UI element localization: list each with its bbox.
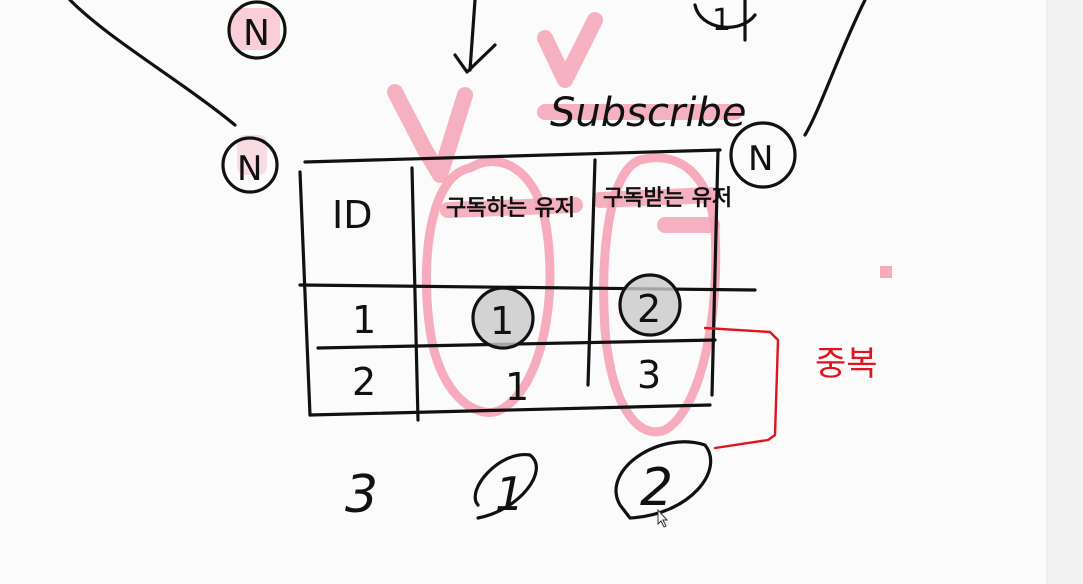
row2-subscriber: 1 <box>505 365 529 409</box>
extra-subscribed: 2 <box>640 458 673 518</box>
extra-id: 3 <box>345 465 378 525</box>
diagram-title: Subscribe <box>550 90 747 136</box>
header-subscribed: 구독받는 유저 <box>603 186 732 211</box>
relation-node-left: N <box>221 136 279 194</box>
row1-id: 1 <box>352 298 376 342</box>
extra-subscriber: 1 <box>495 467 524 521</box>
relation-label-top-left: N <box>243 13 270 54</box>
row2-id: 2 <box>352 360 376 404</box>
duplicate-annotation: 중복 <box>815 344 878 384</box>
row1-subscribed: 2 <box>637 287 661 331</box>
header-id: ID <box>332 193 372 237</box>
relation-node-top-left: N <box>227 0 287 60</box>
mouse-cursor-icon <box>657 508 669 528</box>
relation-label-top-right: 1 <box>712 3 731 38</box>
relation-node-right: N <box>729 121 797 189</box>
relation-label-left: N <box>237 149 262 189</box>
header-subscriber: 구독하는 유저 <box>446 196 575 221</box>
row1-subscriber: 1 <box>490 299 514 343</box>
relation-label-right: N <box>748 139 773 179</box>
vertical-scrollbar[interactable] <box>1046 0 1083 584</box>
row2-subscribed: 3 <box>637 353 661 397</box>
duplicate-bracket <box>703 326 780 450</box>
relation-node-top-right: 1 <box>693 3 757 38</box>
relation-lines <box>68 0 867 137</box>
